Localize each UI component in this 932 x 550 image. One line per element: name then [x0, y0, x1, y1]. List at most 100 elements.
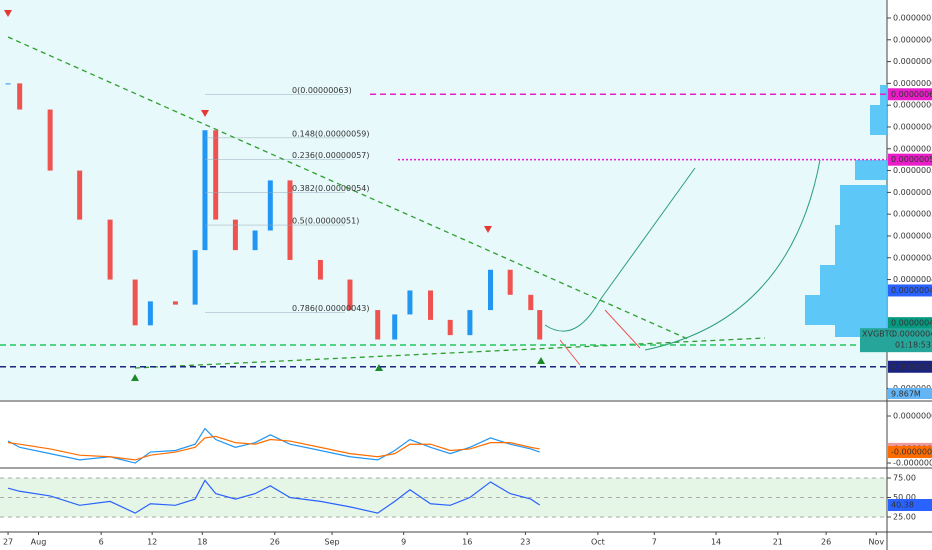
volume-label: 9.867M: [891, 390, 921, 399]
candle: [507, 269, 513, 295]
y-tick-label: 0.00000058: [893, 144, 932, 153]
candle: [252, 230, 258, 251]
countdown: 01:18:53: [895, 341, 931, 350]
x-tick-label: 7: [652, 538, 657, 547]
symbol-label: XVGBTC: [862, 330, 895, 339]
candle: [317, 259, 323, 280]
y-tick-label: 0.00000054: [893, 188, 932, 197]
buy-arrows: [131, 357, 545, 381]
value-tag: 40.38: [891, 501, 914, 510]
price-tag: 0.00000045: [891, 286, 932, 295]
candle: [213, 130, 219, 220]
candle: [47, 109, 53, 171]
candle: [537, 310, 543, 340]
fib-label: 0(0.00000063): [292, 86, 352, 95]
x-tick-label: 6: [99, 538, 104, 547]
x-tick-label: 26: [270, 538, 280, 547]
x-tick-label: 27: [3, 538, 13, 547]
x-tick-label: 9: [401, 538, 406, 547]
candle: [267, 180, 273, 231]
y-tick-label: 0.00000048: [893, 253, 932, 262]
candle: [487, 269, 493, 311]
y-tick-label: 0.00000062: [893, 101, 932, 110]
candle: [528, 294, 534, 311]
candle: [447, 319, 453, 336]
trend-line: [7, 36, 691, 341]
volume-tag-bg: [888, 388, 932, 399]
x-tick-label: 18: [197, 538, 207, 547]
price-tag-bg: [888, 317, 932, 330]
y-tick-label: 25.00: [893, 512, 916, 521]
x-tick-label: 26: [821, 538, 831, 547]
price-tag: 0.00000063: [891, 90, 932, 99]
candle: [428, 290, 434, 320]
y-tick-label: 0.00000052: [893, 210, 932, 219]
value-tag-bg: [888, 446, 932, 459]
candle: [107, 219, 113, 280]
candle: [192, 250, 198, 305]
series-line: [7, 479, 541, 514]
volume-profile: [805, 85, 887, 337]
y-tick-label: 0.00000056: [893, 166, 932, 175]
x-tick-label: 14: [711, 538, 721, 547]
x-tick-label: Nov: [868, 538, 884, 547]
forecast-path: [604, 309, 641, 349]
candle: [232, 219, 238, 251]
price-tag-bg: [888, 360, 932, 373]
symbol-tag-bg: [860, 328, 932, 353]
candle: [77, 170, 83, 220]
candle: [147, 301, 153, 326]
y-tick-label: 0.00000046: [893, 275, 932, 284]
x-tick-label: 12: [147, 538, 157, 547]
x-tick-label: Sep: [325, 538, 340, 547]
candle: [5, 83, 11, 85]
price-pane: [0, 0, 887, 400]
candle: [202, 130, 208, 251]
fib-label: 0.786(0.00000043): [292, 304, 370, 313]
y-tick-label: 75.00: [893, 474, 916, 483]
forecast-path: [644, 159, 821, 351]
candle: [287, 180, 293, 260]
price-tag: 0.00000038: [891, 362, 932, 371]
y-tick-label: 0.00000002: [893, 412, 932, 421]
x-tick-label: Aug: [31, 538, 47, 547]
value-tag-bg: [888, 499, 932, 512]
y-tick-label: 0.00000066: [893, 57, 932, 66]
price-tag-bg: [888, 88, 932, 101]
candle: [375, 310, 381, 340]
candle: [392, 314, 398, 340]
price-tag-bg: [888, 153, 932, 166]
fib-label: 0.382(0.00000054): [292, 184, 370, 193]
macd-pane: [0, 403, 887, 466]
fib-label: 0.148(0.00000059): [292, 129, 370, 138]
value-tag: -0.00000000: [891, 448, 932, 457]
candle: [132, 279, 138, 326]
sell-arrows: [4, 10, 492, 233]
price-tag: 0.00000042: [891, 319, 932, 328]
last-price: 0.00000042: [892, 330, 932, 339]
x-tick-label: Oct: [591, 538, 605, 547]
price-tag-bg: [888, 284, 932, 297]
y-tick-label: 0.00000068: [893, 35, 932, 44]
y-tick-label: 50.00: [893, 493, 916, 502]
fib-label: 0.236(0.00000057): [292, 151, 370, 160]
forecast-path: [544, 167, 696, 332]
candle: [347, 279, 353, 311]
fib-label: 0.5(0.00000051): [292, 217, 359, 226]
series-line: [7, 435, 540, 461]
forecast-path: [559, 339, 581, 366]
candle: [172, 301, 178, 305]
y-tick-label: 0.00000070: [893, 13, 932, 22]
x-tick-label: 21: [773, 538, 783, 547]
x-tick-label: 16: [462, 538, 472, 547]
price-tag: 0.00000057: [891, 155, 932, 164]
y-tick-label: 0.00000064: [893, 79, 932, 88]
x-tick-label: 23: [520, 538, 530, 547]
candle: [17, 83, 23, 110]
trend-line: [134, 337, 766, 369]
candle: [467, 310, 473, 336]
